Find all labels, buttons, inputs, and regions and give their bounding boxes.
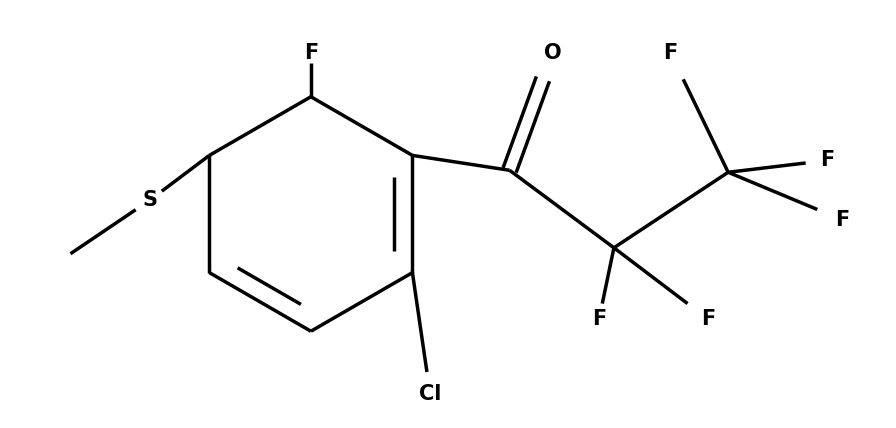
Text: Cl: Cl [419,384,442,404]
Text: S: S [142,190,158,210]
Text: O: O [544,43,561,63]
Text: F: F [835,210,849,230]
Text: F: F [663,43,677,63]
Text: F: F [304,43,318,63]
Text: F: F [702,309,715,329]
Text: F: F [821,150,835,170]
Text: F: F [592,309,606,329]
